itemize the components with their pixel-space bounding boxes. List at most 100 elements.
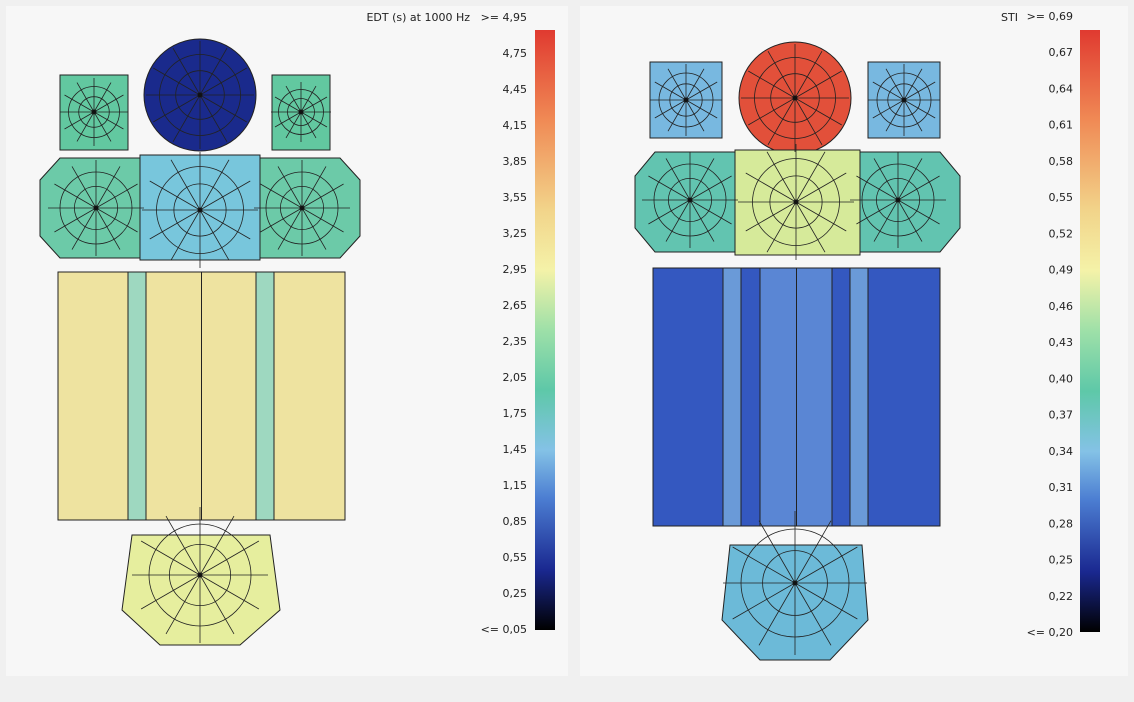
- scale-label: 0,28: [1049, 517, 1074, 530]
- vault-rib: [689, 199, 715, 242]
- scale-label: 4,75: [503, 47, 528, 60]
- vault-rib: [885, 68, 905, 101]
- vault-rib: [172, 48, 201, 96]
- vault-hub: [687, 197, 693, 203]
- scale-label: 3,85: [503, 155, 528, 168]
- scale-label: 0,25: [1049, 554, 1074, 567]
- vault-rib: [897, 175, 940, 201]
- vault-rib: [95, 183, 138, 209]
- vault-rib: [648, 199, 691, 225]
- vault-hub: [197, 572, 203, 578]
- scale-label: <= 0,20: [1027, 626, 1073, 639]
- vault-hub: [792, 95, 798, 101]
- scale-label: 0,22: [1049, 590, 1074, 603]
- vault-rib: [732, 582, 796, 620]
- vault-rib: [689, 158, 715, 201]
- vault-rib: [54, 207, 97, 233]
- vault-rib: [285, 85, 302, 113]
- vault-rib: [153, 67, 201, 96]
- scale-label: 0,67: [1049, 46, 1074, 59]
- vault-hub: [793, 199, 799, 205]
- aisle: [127, 271, 147, 521]
- vault-rib: [95, 166, 121, 209]
- vault-rib: [897, 199, 923, 242]
- vault-rib: [685, 81, 718, 101]
- vault-rib: [795, 151, 826, 203]
- vault-rib: [301, 183, 344, 209]
- vault-rib: [149, 209, 201, 240]
- scale-label: 0,31: [1049, 481, 1074, 494]
- vault-rib: [260, 183, 303, 209]
- vault-hub: [197, 207, 203, 213]
- vault-rib: [285, 111, 302, 139]
- panel-title: EDT (s) at 1000 Hz: [366, 11, 470, 24]
- vault-rib: [872, 81, 905, 101]
- scale-label: 3,55: [503, 191, 528, 204]
- scale-label: 0,85: [503, 515, 528, 528]
- vault-rib: [93, 94, 124, 113]
- vault-rib: [140, 574, 201, 610]
- scale-label: 0,46: [1049, 300, 1074, 313]
- vault-rib: [140, 540, 201, 576]
- vault-rib: [885, 99, 905, 132]
- scale-label: >= 0,69: [1027, 10, 1073, 23]
- vault-rib: [95, 207, 121, 250]
- vault-rib: [301, 166, 327, 209]
- vault-rib: [872, 99, 905, 119]
- vault-rib: [260, 207, 303, 233]
- aisle: [722, 267, 742, 527]
- vault-rib: [745, 172, 797, 203]
- scale-label: 0,49: [1049, 264, 1074, 277]
- vault-rib: [748, 70, 796, 99]
- scale-label: 0,43: [1049, 336, 1074, 349]
- vault-rib: [274, 96, 302, 113]
- vault-rib: [795, 201, 847, 232]
- vault-rib: [856, 199, 899, 225]
- scale-label: 0,55: [503, 551, 528, 564]
- vault-rib: [654, 81, 687, 101]
- vault-rib: [766, 201, 797, 253]
- vault-rib: [903, 99, 923, 132]
- vault-hub: [792, 580, 798, 586]
- vault-rib: [93, 111, 124, 130]
- vault-rib: [654, 99, 687, 119]
- scale-label: 2,95: [503, 263, 528, 276]
- vault-rib: [758, 582, 796, 646]
- vault-rib: [199, 94, 247, 123]
- vault-rib: [794, 582, 858, 620]
- scale-label: 0,52: [1049, 227, 1074, 240]
- room: [634, 151, 736, 253]
- scale-label: 1,75: [503, 407, 528, 420]
- vault-hub: [197, 92, 203, 98]
- vault-rib: [170, 209, 201, 261]
- scale-label: 0,25: [503, 587, 528, 600]
- vault-rib: [300, 85, 317, 113]
- vault-rib: [903, 99, 936, 119]
- vault-rib: [71, 207, 97, 250]
- vault-rib: [689, 175, 732, 201]
- vault-rib: [794, 520, 832, 584]
- room: [121, 534, 281, 646]
- vault-hub: [683, 97, 689, 103]
- vault-rib: [199, 159, 230, 211]
- vault-rib: [277, 166, 303, 209]
- vault-rib: [199, 48, 228, 96]
- vault-rib: [199, 574, 235, 635]
- vault-rib: [64, 94, 95, 113]
- vault-rib: [199, 209, 251, 240]
- scale-label: 0,34: [1049, 445, 1074, 458]
- vault-rib: [897, 199, 940, 225]
- vault-rib: [689, 199, 732, 225]
- vault-rib: [76, 82, 95, 113]
- vault-rib: [199, 515, 235, 576]
- vault-lines: [48, 41, 946, 655]
- scale-label: 2,65: [503, 299, 528, 312]
- scale-label: 0,58: [1049, 155, 1074, 168]
- vault-rib: [277, 207, 303, 250]
- vault-rib: [172, 94, 201, 142]
- vault-rib: [794, 582, 832, 646]
- scale-label: 1,15: [503, 479, 528, 492]
- vault-rib: [301, 207, 344, 233]
- vault-rib: [153, 94, 201, 123]
- vault-rib: [93, 82, 112, 113]
